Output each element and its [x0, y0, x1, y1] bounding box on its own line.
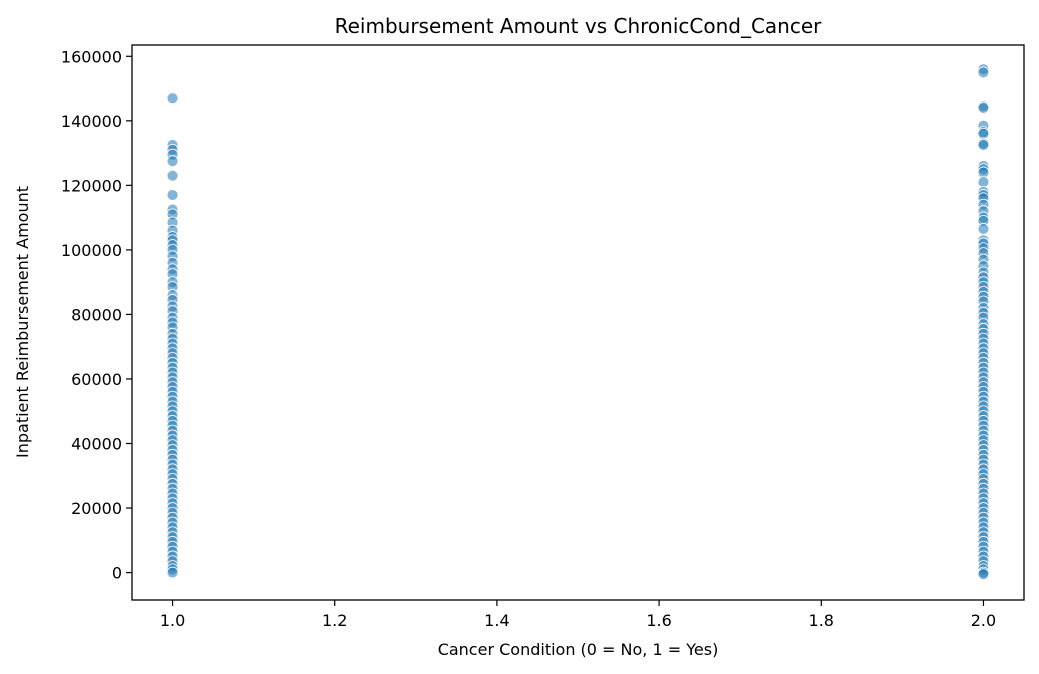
data-point	[977, 139, 990, 151]
data-point	[977, 223, 990, 235]
y-tick-label: 120000	[61, 176, 122, 195]
y-tick-label: 40000	[71, 435, 122, 454]
plot-area-frame	[131, 44, 1025, 601]
x-tick-label: 1.6	[646, 611, 671, 630]
data-point	[166, 92, 179, 105]
y-axis-label: Inpatient Reimbursement Amount	[13, 186, 32, 458]
x-tick-label: 1.8	[809, 611, 834, 630]
x-axis-label: Cancer Condition (0 = No, 1 = Yes)	[438, 640, 719, 659]
chart-title: Reimbursement Amount vs ChronicCond_Canc…	[335, 14, 823, 38]
x-tick-label: 1.0	[160, 611, 185, 630]
data-point	[166, 189, 179, 201]
x-tick-label: 2.0	[971, 611, 996, 630]
data-point	[977, 102, 990, 114]
data-point	[166, 155, 179, 168]
y-tick-label: 60000	[71, 370, 122, 389]
data-point	[977, 568, 990, 581]
x-tick-label: 1.2	[322, 611, 347, 630]
points-layer	[166, 63, 990, 581]
y-tick-label: 140000	[61, 112, 122, 131]
y-tick-label: 160000	[61, 47, 122, 66]
y-tick-label: 0	[112, 564, 122, 583]
data-point	[977, 66, 990, 79]
y-tick-label: 100000	[61, 241, 122, 260]
data-point	[166, 169, 179, 182]
x-tick-label: 1.4	[484, 611, 509, 630]
y-tick-label: 80000	[71, 305, 122, 324]
y-tick-label: 20000	[71, 499, 122, 518]
data-point	[166, 566, 179, 579]
ticks-layer: 1.0 1.2 1.4 1.6 1.8 2.0 0 20000 40000 60000 80000 1…	[61, 47, 996, 630]
